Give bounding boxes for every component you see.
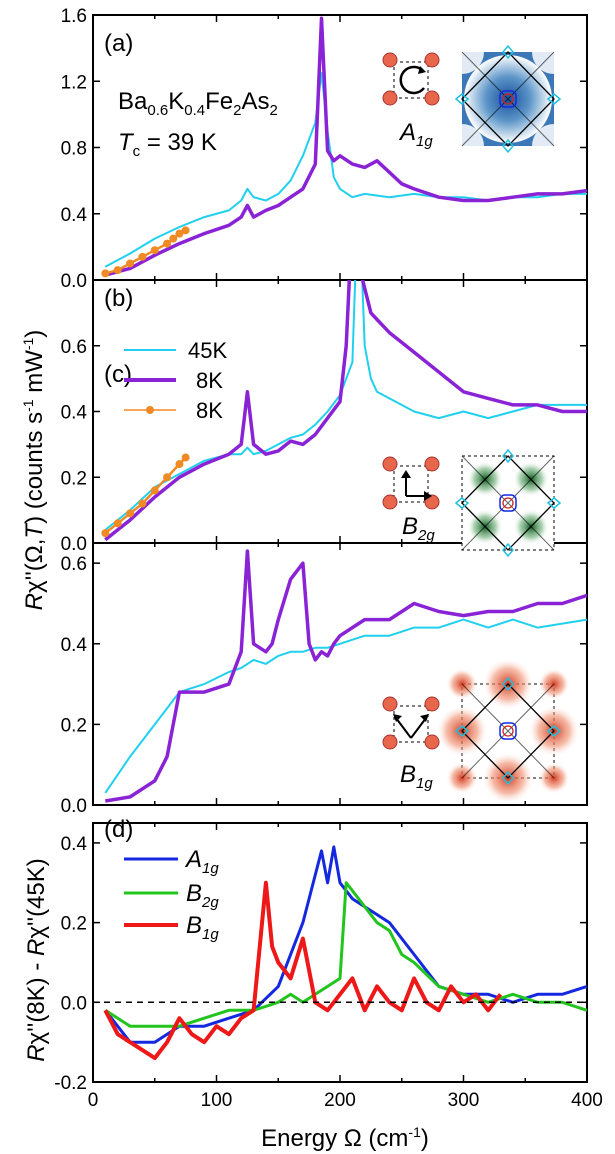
legend-label-b2g: B2g <box>186 880 219 911</box>
y-tick-label: 0.6 <box>61 337 87 358</box>
data-point <box>126 509 135 518</box>
data-point <box>169 234 178 243</box>
y-tick-label: 0.0 <box>61 534 87 555</box>
data-point <box>138 252 147 261</box>
series-line-b2g-panel-3 <box>104 881 587 1028</box>
legend-label-a1g: A1g <box>184 846 219 877</box>
y-tick-label: 0.4 <box>61 403 88 424</box>
data-series <box>101 16 587 1061</box>
y-tick-label: 0.2 <box>61 468 87 489</box>
data-point <box>163 239 172 248</box>
y-axis-title-bottom: Rχ''(8K) - Rχ''(45K) <box>23 858 50 1062</box>
compound-formula: Ba0.6K0.4Fe2As2 <box>118 88 278 119</box>
data-point <box>181 226 190 235</box>
y-tick-label: 0.4 <box>61 834 88 855</box>
data-point <box>101 269 110 278</box>
y-axis-title-top: Rχ''(Ω,T) (counts s-1 mW-1) <box>20 330 48 611</box>
series-line-b1g-panel-3 <box>103 880 503 1061</box>
y-tick-label: 0.8 <box>61 139 87 160</box>
x-tick-label: 200 <box>324 1090 356 1111</box>
y-tick-label: 0.6 <box>61 554 87 575</box>
data-point <box>175 460 184 469</box>
panel-label-a: (a) <box>104 30 133 57</box>
data-point <box>113 266 122 275</box>
legend-symmetry: A1g B2g B1g <box>124 846 219 943</box>
data-point <box>175 229 184 238</box>
x-tick-label: 0 <box>88 1090 99 1111</box>
y-tick-label: 0.0 <box>61 796 87 817</box>
x-tick-label: 400 <box>571 1090 603 1111</box>
data-point <box>138 499 147 508</box>
series-line-8k-panel-2 <box>105 549 587 803</box>
data-point <box>126 259 135 268</box>
legend-dot-8k <box>146 406 154 414</box>
x-tick-label: 100 <box>201 1090 233 1111</box>
y-tick-label: 0.2 <box>61 914 87 935</box>
series-line-45k-panel-2 <box>104 618 587 794</box>
tc-label: Tc = 39 K <box>118 129 217 160</box>
b1g-gap-map-inset <box>436 658 580 804</box>
a1g-gap-map-inset <box>440 30 576 168</box>
y-tick-label: -0.2 <box>54 1073 87 1094</box>
panel-label-b: (b) <box>104 285 133 312</box>
series-line-a1g-panel-3 <box>104 845 587 1044</box>
series-line-8k-panel-0 <box>104 16 587 277</box>
symmetry-label-b2g: B2g <box>402 513 435 544</box>
data-point <box>150 246 159 255</box>
legend-label-8k-dots: 8K <box>196 398 223 423</box>
panel-label-d: (d) <box>104 816 133 843</box>
data-point <box>150 486 159 495</box>
data-point <box>113 519 122 528</box>
y-tick-label: 0.0 <box>61 271 87 292</box>
legend-label-8k: 8K <box>196 368 223 393</box>
y-tick-label: 0.0 <box>61 993 87 1014</box>
b2g-unitcell-icon <box>382 456 440 510</box>
a1g-unitcell-icon <box>382 52 440 106</box>
legend-label-b1g: B1g <box>186 912 219 943</box>
symmetry-label-a1g: A1g <box>398 119 433 150</box>
x-tick-label: 300 <box>448 1090 480 1111</box>
y-tick-label: 0.4 <box>61 205 88 226</box>
panel-label-c: (c) <box>104 361 132 388</box>
data-point <box>101 529 110 538</box>
symmetry-label-b1g: B1g <box>400 761 433 792</box>
y-tick-label: 0.4 <box>61 635 88 656</box>
b1g-unitcell-icon <box>382 696 440 750</box>
y-tick-label: 0.2 <box>61 715 87 736</box>
legend-temperature: 45K 8K 8K <box>124 338 227 423</box>
legend-label-45k: 45K <box>188 338 227 363</box>
series-line-45k-panel-0 <box>104 72 587 268</box>
x-axis-title: Energy Ω (cm-1) <box>261 1124 429 1152</box>
y-tick-label: 1.6 <box>61 6 87 27</box>
data-point <box>181 453 190 462</box>
axis-ticks: 0.00.40.81.21.60.00.20.40.60.00.20.40.6-… <box>54 6 603 1111</box>
y-tick-label: 1.2 <box>61 72 87 93</box>
b2g-gap-map-inset <box>454 448 562 558</box>
series-line-8k-panel-1 <box>104 280 587 542</box>
data-point <box>163 473 172 482</box>
